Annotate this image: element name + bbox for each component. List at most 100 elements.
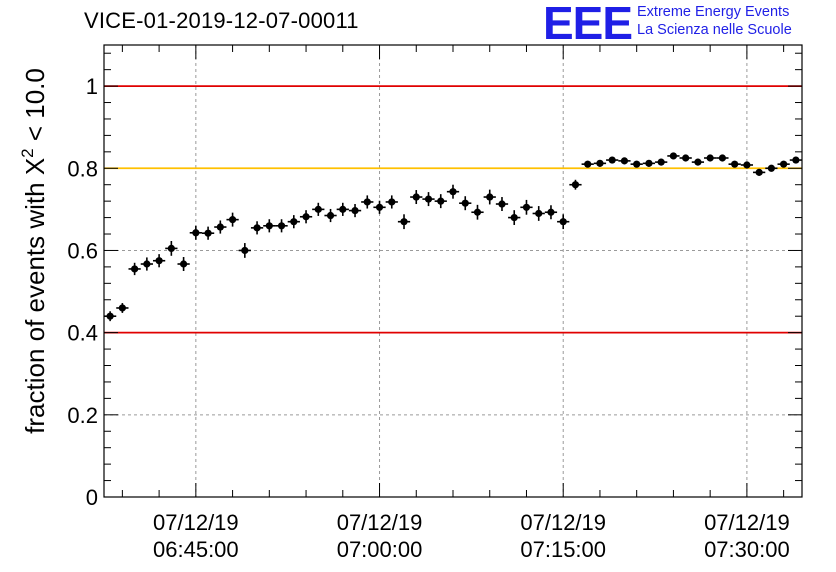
point-marker <box>155 257 163 265</box>
data-point <box>275 219 288 233</box>
point-marker <box>167 244 175 252</box>
point-marker <box>351 206 359 215</box>
x-tick-label-date: 07/12/19 <box>337 510 423 535</box>
point-marker <box>473 208 482 216</box>
data-point <box>606 156 619 164</box>
data-point <box>434 194 447 209</box>
y-tick-label: 0 <box>86 485 98 510</box>
data-point <box>189 225 202 240</box>
data-point <box>410 190 423 205</box>
point-marker <box>584 160 592 168</box>
point-marker <box>694 158 702 166</box>
point-marker <box>559 218 567 226</box>
point-marker <box>253 224 261 232</box>
point-marker <box>535 209 543 218</box>
data-point <box>667 152 680 160</box>
point-marker <box>510 213 518 222</box>
logo-subtitle: Extreme Energy Events La Scienza nelle S… <box>637 3 792 39</box>
data-point <box>753 168 766 176</box>
data-point <box>201 226 215 240</box>
data-point <box>495 197 509 212</box>
data-point <box>177 257 190 271</box>
axes: 00.20.40.60.8107/12/1906:45:0007/12/1907… <box>67 45 802 562</box>
data-point <box>459 196 472 211</box>
data-point <box>532 206 545 221</box>
data-point <box>140 257 153 271</box>
x-tick-label-time: 06:45:00 <box>153 537 239 562</box>
data-point <box>581 160 594 168</box>
data-points <box>104 152 802 322</box>
point-marker <box>290 218 298 226</box>
data-point <box>422 192 435 207</box>
point-marker <box>277 222 286 230</box>
data-point <box>116 303 129 313</box>
point-marker <box>571 181 580 189</box>
data-point <box>508 210 521 225</box>
point-marker <box>143 260 151 268</box>
data-point <box>373 200 386 214</box>
point-marker <box>743 161 751 169</box>
data-point <box>263 219 276 233</box>
reference-lines <box>104 85 802 334</box>
point-marker <box>669 152 678 160</box>
point-marker <box>106 312 114 320</box>
point-marker <box>498 200 506 208</box>
point-marker <box>718 154 727 162</box>
point-marker <box>216 223 224 231</box>
data-point <box>226 212 239 227</box>
data-point <box>238 243 251 258</box>
data-point <box>312 202 325 216</box>
point-marker <box>706 154 714 162</box>
data-point <box>618 157 631 165</box>
data-point <box>520 199 533 215</box>
data-point <box>287 215 300 229</box>
point-marker <box>449 188 457 196</box>
point-marker <box>302 213 310 221</box>
data-point <box>385 195 398 209</box>
chart-title: VICE-01-2019-12-07-00011 <box>84 8 359 33</box>
data-point <box>642 159 656 167</box>
y-tick-label: 0.2 <box>67 403 98 428</box>
data-point <box>361 195 374 209</box>
data-point <box>655 158 668 166</box>
data-point <box>557 214 570 230</box>
point-marker <box>682 154 690 162</box>
data-point <box>789 156 802 164</box>
data-point <box>128 262 141 276</box>
data-point <box>397 214 411 230</box>
x-tick-label-time: 07:30:00 <box>704 537 790 562</box>
data-point <box>765 164 778 172</box>
point-marker <box>314 205 322 213</box>
point-marker <box>131 265 139 273</box>
point-marker <box>767 164 775 172</box>
y-tick-label: 0.8 <box>67 156 98 181</box>
data-point <box>544 205 558 220</box>
point-marker <box>547 208 555 216</box>
data-point <box>483 189 496 205</box>
point-marker <box>461 199 469 207</box>
point-marker <box>731 160 739 168</box>
point-marker <box>388 198 396 206</box>
y-label-superscript: 2 <box>18 148 37 157</box>
data-point <box>630 160 643 168</box>
data-point <box>165 241 178 256</box>
point-marker <box>326 211 335 220</box>
point-marker <box>412 193 420 201</box>
grid-lines <box>104 45 802 497</box>
data-point <box>348 204 362 218</box>
point-marker <box>633 160 641 168</box>
data-point <box>569 179 582 190</box>
data-point <box>324 208 337 223</box>
data-point <box>214 220 227 234</box>
point-marker <box>437 197 445 205</box>
data-point <box>250 221 264 235</box>
y-tick-label: 1 <box>86 74 98 99</box>
eee-logo: EEE <box>543 0 633 49</box>
data-point <box>446 184 460 199</box>
point-marker <box>792 156 800 164</box>
point-marker <box>192 229 200 237</box>
data-point <box>593 159 607 167</box>
x-tick-label-time: 07:00:00 <box>337 537 423 562</box>
point-marker <box>241 246 249 255</box>
point-marker <box>780 160 788 168</box>
